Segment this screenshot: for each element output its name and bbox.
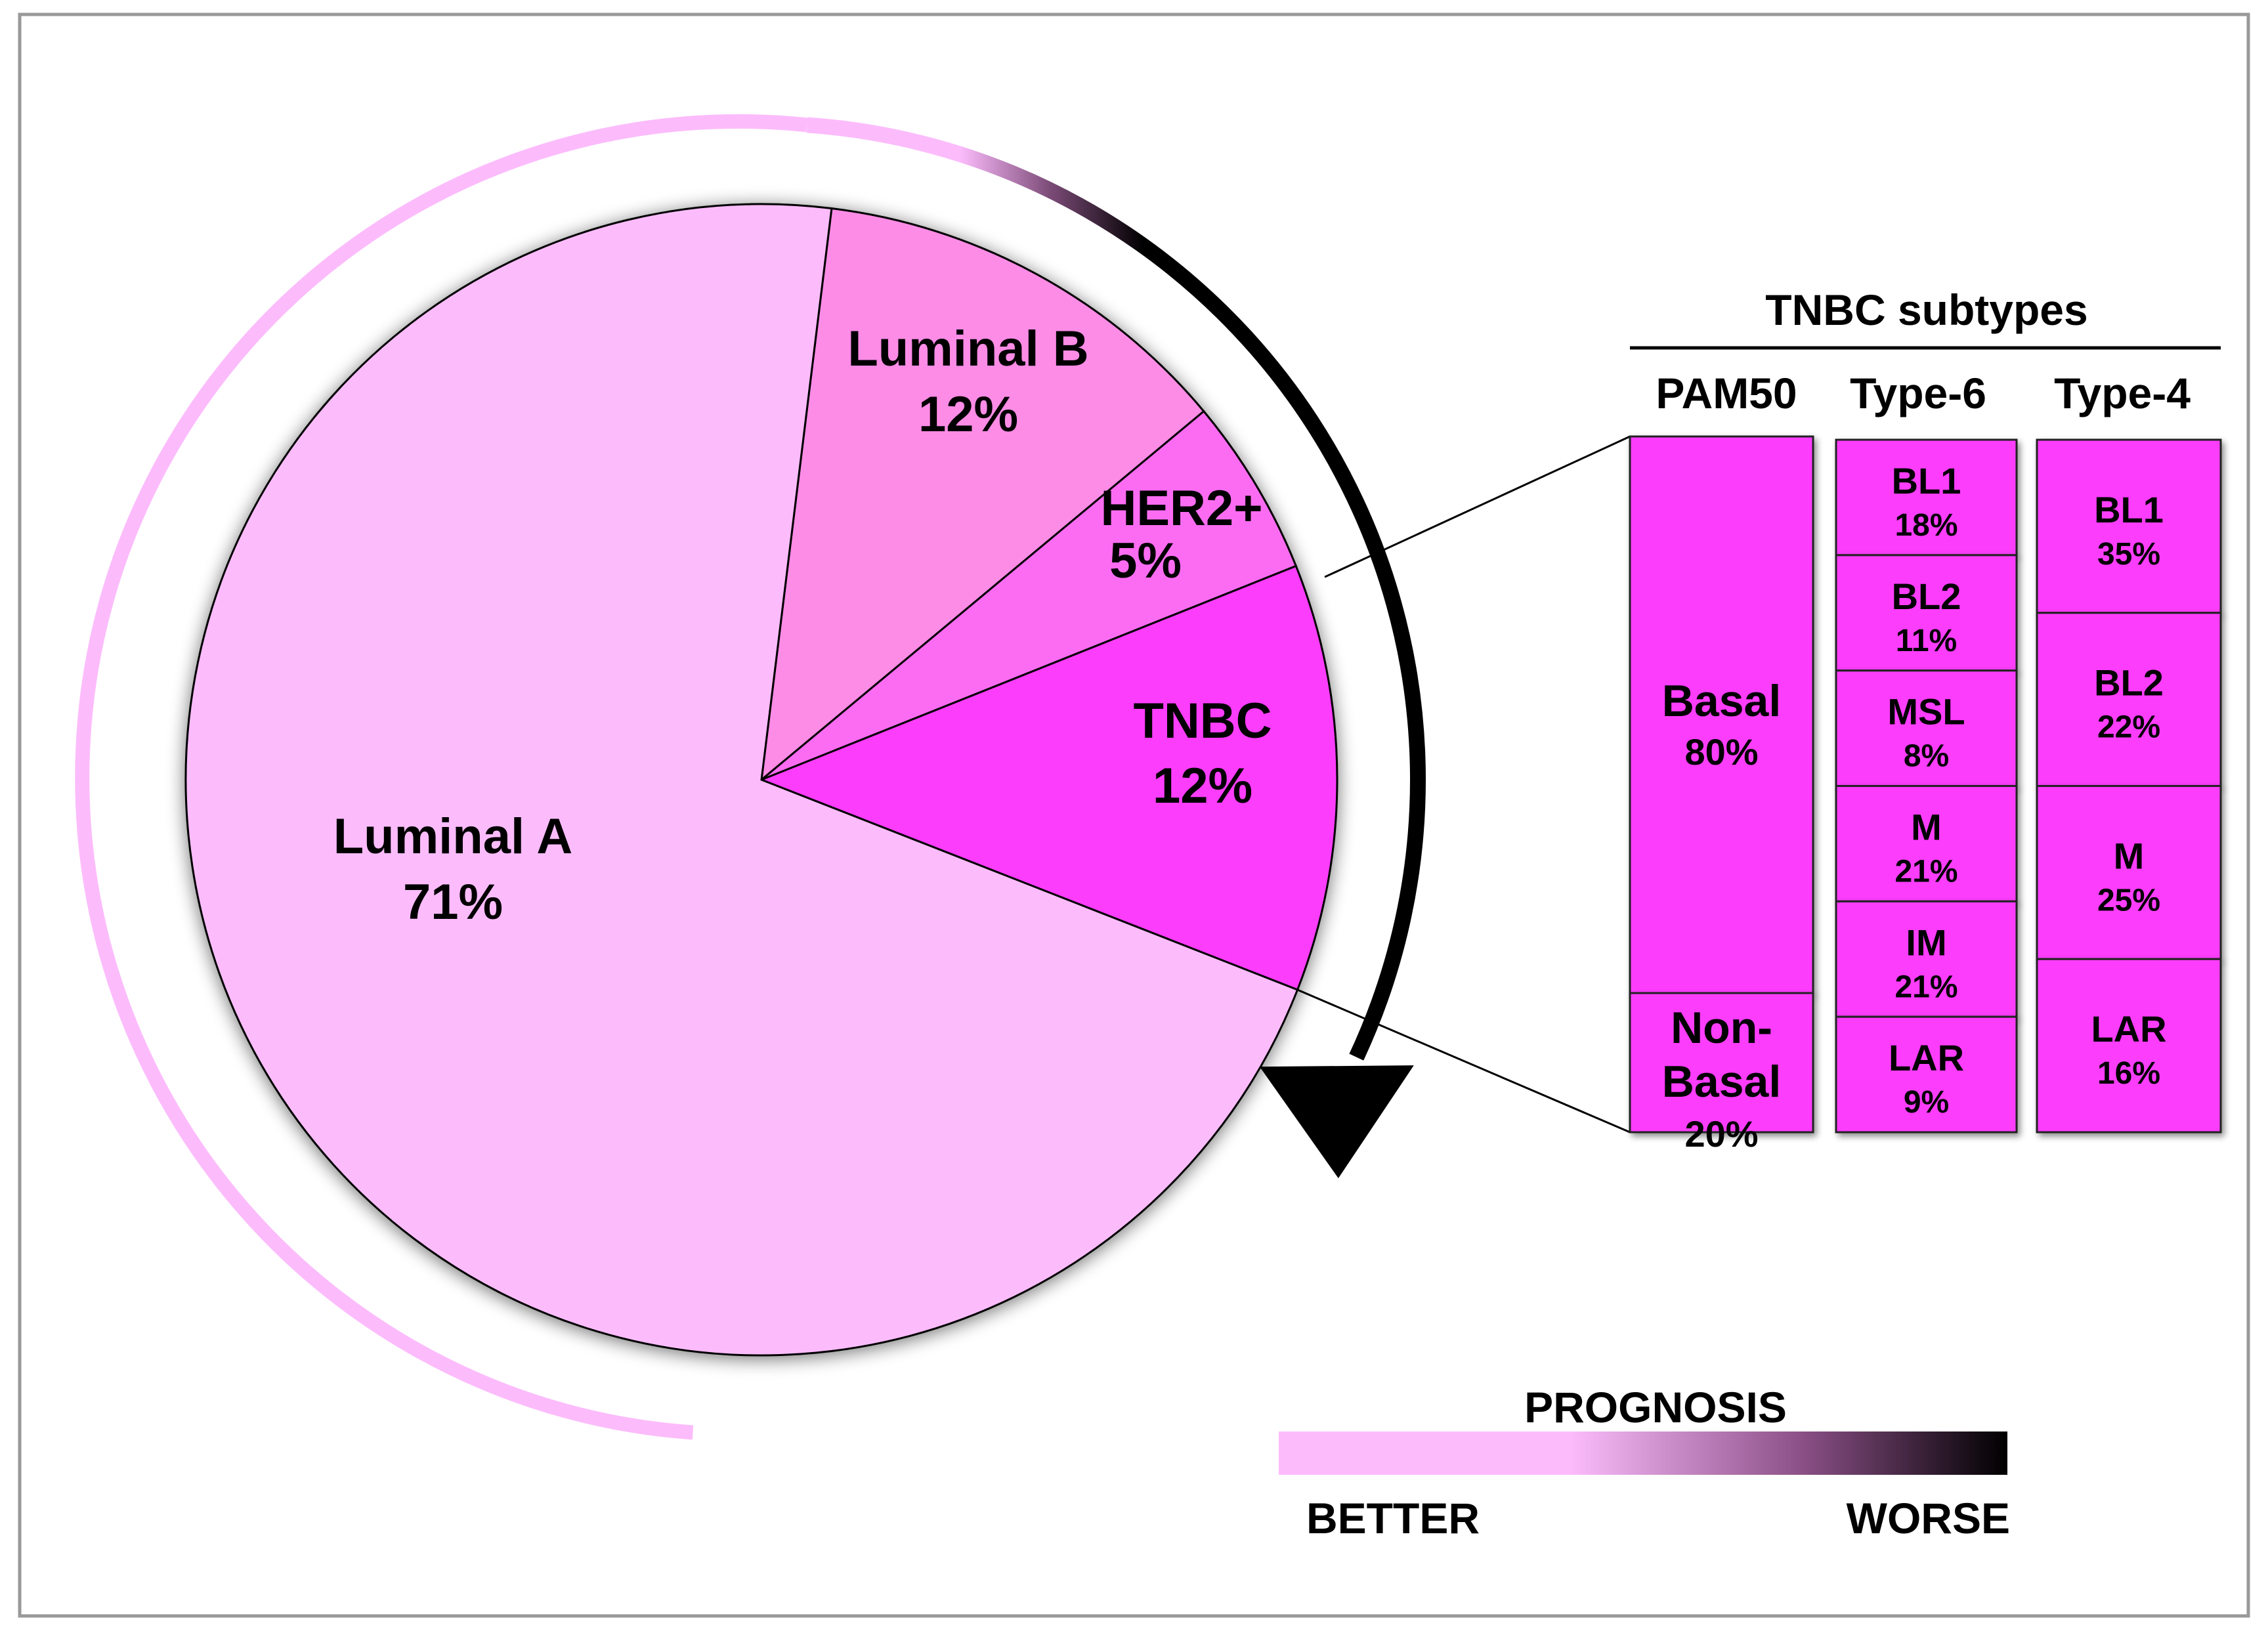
prognosis-arrow-arc xyxy=(806,117,1426,1061)
slice-label-tnbc: TNBC xyxy=(1133,693,1272,749)
tnbc-connector-lines xyxy=(1296,435,1631,1134)
subtype-pct: 9% xyxy=(1904,1085,1949,1120)
subtype-pct: 35% xyxy=(2097,537,2160,572)
subtype-pct: 16% xyxy=(2097,1056,2160,1091)
tnbc-subtype-panel: TNBC subtypes PAM50Basal80%Non-Basal20%T… xyxy=(1629,286,2222,1155)
subtype-name: BL2 xyxy=(2094,662,2164,704)
pie-labels: Luminal A 71% Luminal B 12% HER2+5% TNBC 12% xyxy=(333,321,1272,930)
subtype-name: MSL xyxy=(1887,691,1965,732)
subtype-pct: 21% xyxy=(1894,854,1958,889)
subtype-box-type-6-lar xyxy=(1835,1015,2018,1134)
subtype-box-type-6-msl xyxy=(1835,669,2018,788)
subtype-pct: 8% xyxy=(1904,739,1949,774)
subtype-name: IM xyxy=(1906,922,1946,963)
subtype-box-type-6-m xyxy=(1835,785,2018,902)
slice-value-her2: 5% xyxy=(1109,533,1182,589)
subtype-name: Basal xyxy=(1662,676,1781,726)
subtype-name: Non- xyxy=(1671,1003,1772,1053)
subtype-column-type-6: Type-6 BL1 18% BL2 11% MSL 8% M 21% IM 21% LAR 9% xyxy=(1835,369,2018,1134)
prognosis-arrow-head xyxy=(1259,1065,1414,1179)
subtype-name: M xyxy=(2114,835,2145,876)
slice-label-luminal-a: Luminal A xyxy=(333,809,573,864)
prognosis-arc xyxy=(75,114,1426,1440)
prognosis-gradient-bar xyxy=(1279,1432,2007,1475)
column-header-type-6: Type-6 xyxy=(1850,369,1986,417)
figure-frame xyxy=(18,12,2250,1618)
subtype-name: BL2 xyxy=(1892,576,1961,617)
column-header-type-4: Type-4 xyxy=(2054,369,2191,417)
prognosis-legend: PROGNOSIS BETTER WORSE xyxy=(1279,1383,2010,1542)
pie-chart xyxy=(184,203,1338,1357)
subtype-box-pam50-non-basal xyxy=(1629,992,1814,1134)
slice-label-her2: HER2+ xyxy=(1100,480,1262,536)
prognosis-worse-label: WORSE xyxy=(1847,1494,2010,1542)
slice-value-tnbc: 12% xyxy=(1153,758,1252,814)
subtype-pct: 21% xyxy=(1894,969,1958,1004)
pie-slice-luminal-a xyxy=(184,203,1299,1357)
slice-value-luminal-a: 71% xyxy=(403,874,503,930)
subtype-column-type-4: Type-4 BL1 35% BL2 22% M 25% LAR 16% xyxy=(2036,369,2222,1134)
subtype-name: LAR xyxy=(2091,1008,2166,1050)
prognosis-better-label: BETTER xyxy=(1306,1494,1480,1542)
subtype-pct: 25% xyxy=(2097,883,2160,918)
subtype-box-type-6-im xyxy=(1835,900,2018,1018)
subtype-name: BL1 xyxy=(1892,460,1961,501)
pie-slice-luminal-b xyxy=(760,207,1205,782)
subtype-pct: 22% xyxy=(2097,710,2160,745)
subtype-box-pam50-basal xyxy=(1629,435,1814,994)
subtype-pct: 80% xyxy=(1684,731,1758,773)
subtype-box-type-4-bl2 xyxy=(2036,612,2222,787)
column-header-pam50: PAM50 xyxy=(1656,369,1797,417)
subtype-box-type-4-bl1 xyxy=(2036,438,2222,614)
subtype-name: LAR xyxy=(1889,1037,1964,1078)
subtype-pct: 11% xyxy=(1896,624,1957,658)
subtype-name: BL1 xyxy=(2094,489,2164,530)
prognosis-outer-arc xyxy=(75,114,808,1440)
subtype-box-type-6-bl1 xyxy=(1835,438,2018,557)
slice-label-luminal-b: Luminal B xyxy=(847,321,1088,377)
subtype-pct: 18% xyxy=(1894,508,1958,543)
connector-line-top xyxy=(1324,435,1631,578)
slice-value-luminal-b: 12% xyxy=(918,387,1018,442)
pie-slice-her2 xyxy=(761,410,1298,781)
subtype-name: Basal xyxy=(1662,1057,1781,1107)
subtype-name: M xyxy=(1911,806,1942,847)
pie-slice-tnbc xyxy=(758,564,1338,991)
subtype-box-type-4-m xyxy=(2036,785,2222,960)
tnbc-subtypes-title: TNBC subtypes xyxy=(1765,286,2087,334)
connector-line-bottom xyxy=(1296,988,1631,1134)
subtype-box-type-4-lar xyxy=(2036,958,2222,1134)
prognosis-title: PROGNOSIS xyxy=(1524,1383,1787,1432)
subtype-pct: 20% xyxy=(1684,1113,1758,1155)
